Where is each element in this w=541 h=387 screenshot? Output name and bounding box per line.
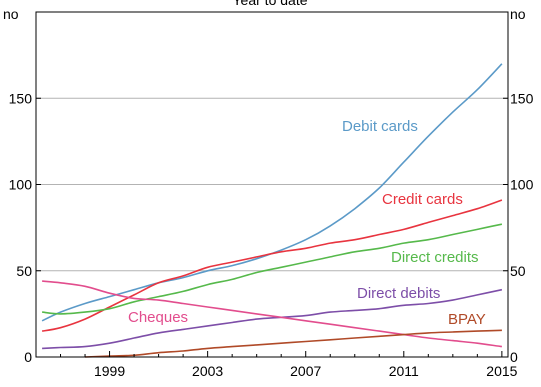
series-lines (41, 63, 503, 358)
y-tick-label-left-0: 0 (24, 349, 32, 365)
series-line-bpay (84, 329, 502, 358)
x-tick-label-2003: 2003 (192, 363, 223, 379)
y-tick-label-right-100: 100 (510, 177, 534, 193)
series-label-cheques: Cheques (128, 309, 188, 326)
right-axis-unit: no (510, 6, 526, 22)
series-label-direct-debits: Direct debits (357, 285, 440, 302)
x-tick-label-2007: 2007 (290, 363, 321, 379)
series-line-credit-cards (41, 199, 503, 332)
series-label-credit-cards: Credit cards (382, 191, 463, 208)
series-label-debit-cards: Debit cards (342, 118, 418, 135)
left-axis-unit: no (3, 6, 19, 22)
axis-ticks (35, 97, 508, 358)
axis-labels: 0 0 50 50 100 100 150 150 1999 2003 2007 2011 2015 (9, 90, 534, 379)
x-tick-label-2015: 2015 (486, 363, 517, 379)
series-line-direct-debits (42, 288, 503, 350)
series-line-cheques (42, 280, 502, 348)
x-tick-label-1999: 1999 (94, 363, 125, 379)
series-label-bpay: BPAY (448, 311, 486, 328)
y-tick-label-left-150: 150 (9, 90, 33, 106)
series-labels: Debit cards Credit cards Direct credits Dir… (128, 118, 486, 328)
series-line-direct-credits (42, 223, 503, 315)
y-tick-label-right-0: 0 (510, 349, 518, 365)
y-tick-label-left-50: 50 (16, 263, 32, 279)
chart-title: Year to date (233, 0, 308, 8)
y-tick-label-left-100: 100 (9, 177, 33, 193)
y-tick-label-right-150: 150 (510, 90, 534, 106)
series-label-direct-credits: Direct credits (391, 249, 479, 266)
y-tick-label-right-50: 50 (510, 263, 526, 279)
x-tick-label-2011: 2011 (389, 363, 419, 379)
grid-lines (36, 97, 508, 272)
